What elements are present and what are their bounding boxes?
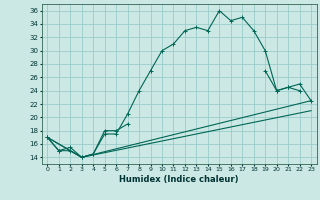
X-axis label: Humidex (Indice chaleur): Humidex (Indice chaleur) bbox=[119, 175, 239, 184]
